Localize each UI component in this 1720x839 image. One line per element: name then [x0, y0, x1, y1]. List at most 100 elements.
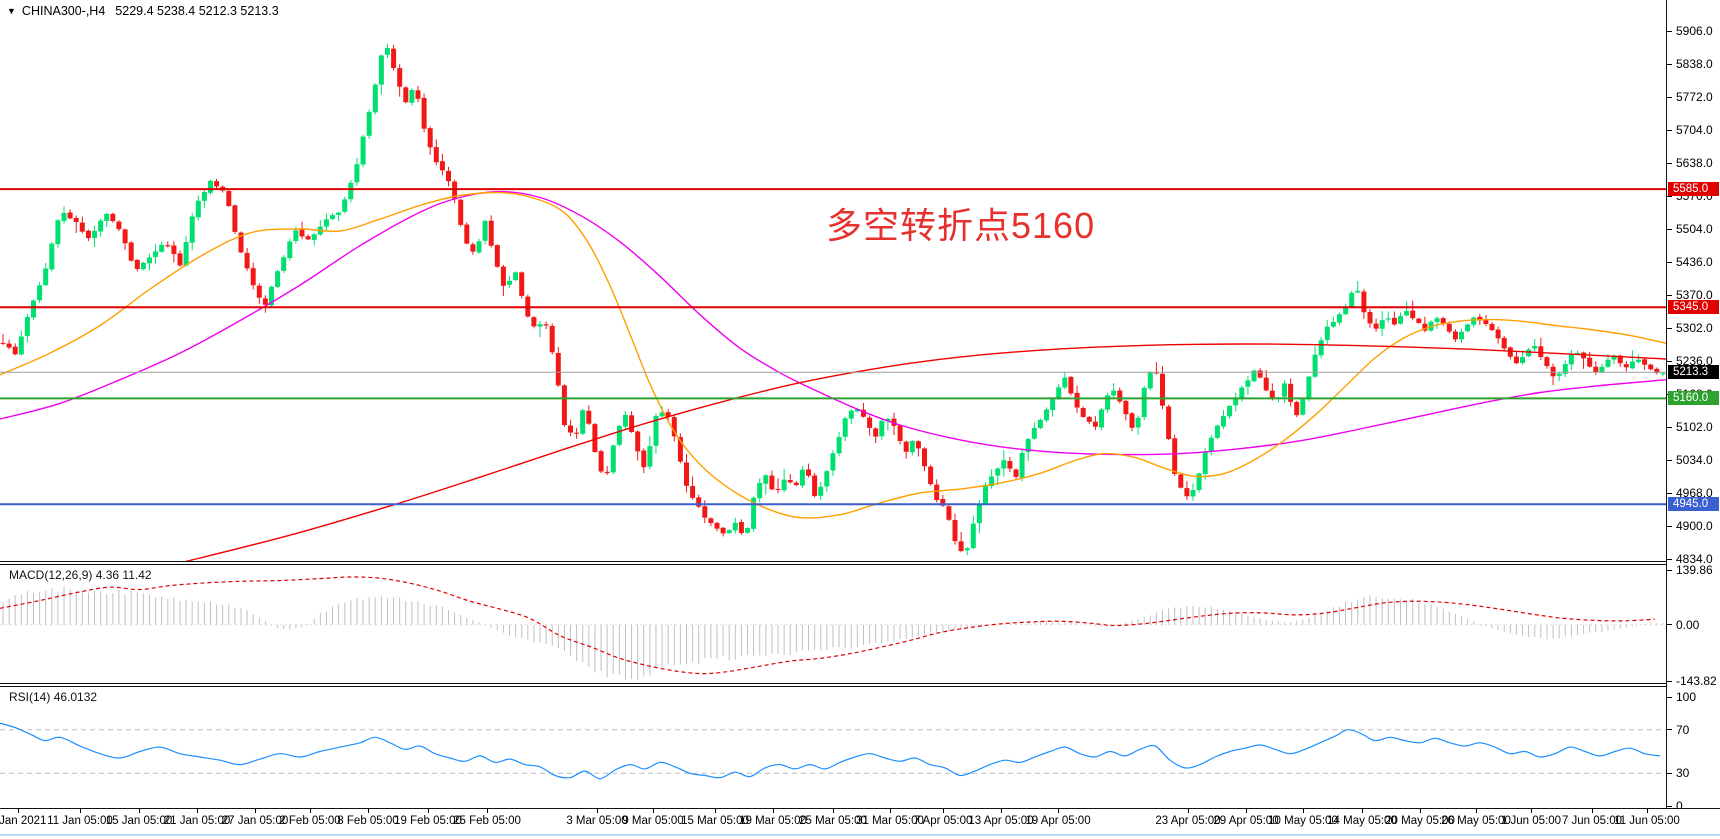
- ma-orange: [0, 191, 1666, 519]
- axis-tick: [1667, 294, 1672, 296]
- time-label: 1 Jun 05:00: [1500, 815, 1562, 827]
- axis-tick: [1667, 228, 1672, 230]
- time-tick: [1001, 809, 1002, 813]
- axis-tick: [1667, 426, 1672, 428]
- time-label: 19 Apr 05:00: [1025, 815, 1091, 827]
- axis-tick: [1667, 525, 1672, 527]
- time-tick: [197, 809, 198, 813]
- axis-tick: [1667, 327, 1672, 329]
- axis-label: 5436.0: [1676, 255, 1713, 270]
- time-label: 8 Feb 05:00: [337, 815, 399, 827]
- rsi-value: 46.0132: [53, 690, 98, 704]
- rsi-line: [0, 722, 1661, 780]
- rsi-name: RSI(14): [9, 690, 51, 704]
- time-tick: [943, 809, 944, 813]
- time-label: 10 May 05:00: [1268, 815, 1338, 827]
- level-price-badge: 5345.0: [1668, 300, 1719, 315]
- axis-label: 139.86: [1676, 563, 1713, 577]
- time-tick: [890, 809, 891, 813]
- axis-label: 5772.0: [1676, 90, 1713, 104]
- axis-tick: [1667, 459, 1672, 461]
- axis-tick: [1667, 569, 1672, 571]
- axis-tick: [1667, 162, 1672, 164]
- axis-label: 5504.0: [1676, 222, 1713, 236]
- rsi-chart[interactable]: [0, 688, 1666, 808]
- macd-chart[interactable]: [0, 566, 1666, 683]
- time-label: 20 May 05:00: [1385, 815, 1455, 827]
- time-label: 25 Mar 05:00: [799, 815, 867, 827]
- axis-label: 4834.0: [1676, 552, 1713, 566]
- macd-name: MACD(12,26,9): [9, 568, 93, 582]
- axis-label: 0: [1676, 799, 1683, 813]
- window-bottom-edge: [0, 834, 1720, 836]
- time-label: 2 Feb 05:00: [279, 815, 341, 827]
- time-tick: [18, 809, 19, 813]
- rsi-indicator-label: RSI(14) 46.0132: [9, 690, 97, 704]
- level-price-badge: 4945.0: [1668, 497, 1719, 512]
- ma-magenta: [0, 190, 1666, 456]
- time-tick: [653, 809, 654, 813]
- ma-red: [184, 343, 1666, 561]
- symbol-timeframe-label: CHINA300-,H4: [21, 4, 106, 18]
- current-price-badge: 5213.3: [1668, 365, 1719, 380]
- time-tick: [597, 809, 598, 813]
- panel-separator[interactable]: [0, 683, 1720, 687]
- axis-tick: [1667, 624, 1672, 626]
- time-label: 7 Jun 05:00: [1561, 815, 1623, 827]
- time-tick: [773, 809, 774, 813]
- time-tick: [1303, 809, 1304, 813]
- time-tick: [1647, 809, 1648, 813]
- level-price-badge: 5585.0: [1668, 182, 1719, 197]
- time-tick: [487, 809, 488, 813]
- axis-tick: [1667, 772, 1672, 774]
- time-label: 27 Jan 05:00: [221, 815, 289, 827]
- time-label: 9 Mar 05:00: [622, 815, 684, 827]
- axis-label: 70: [1676, 722, 1690, 737]
- axis-label: 5302.0: [1676, 321, 1713, 336]
- time-tick: [428, 809, 429, 813]
- time-label: 29 Apr 05:00: [1213, 815, 1279, 827]
- time-label: 11 Jan 05:00: [47, 815, 113, 827]
- time-label: 19 Feb 05:00: [394, 815, 462, 827]
- chart-title: ▼ CHINA300-,H4 5229.4 5238.4 5212.3 5213…: [7, 4, 279, 18]
- time-tick: [310, 809, 311, 813]
- axis-tick: [1667, 261, 1672, 263]
- time-tick: [715, 809, 716, 813]
- axis-label: 5638.0: [1676, 156, 1713, 170]
- axis-tick: [1667, 63, 1672, 65]
- ohlc-values: 5229.4 5238.4 5212.3 5213.3: [115, 4, 279, 18]
- time-tick: [833, 809, 834, 813]
- level-price-badge: 5160.0: [1668, 391, 1719, 406]
- symbol-dropdown-icon[interactable]: ▼: [7, 5, 16, 16]
- axis-tick: [1667, 492, 1672, 494]
- price-scale[interactable]: 5906.0 5838.0 5772.0 5704.0 5638.0 5570.0 5504…: [1666, 0, 1720, 813]
- time-tick: [1476, 809, 1477, 813]
- axis-label: 100: [1676, 690, 1697, 704]
- axis-label: 5034.0: [1676, 453, 1713, 468]
- time-label: 31 Mar 05:00: [856, 815, 924, 827]
- time-label: 21 Jan 05:00: [163, 815, 231, 827]
- time-label: 11 Jun 05:00: [1614, 815, 1680, 827]
- axis-tick: [1667, 680, 1672, 682]
- axis-tick: [1667, 195, 1672, 197]
- time-tick: [1531, 809, 1532, 813]
- axis-tick: [1667, 96, 1672, 98]
- axis-label: 4968.0: [1676, 486, 1713, 500]
- candlestick-chart[interactable]: [0, 0, 1666, 561]
- time-tick: [255, 809, 256, 813]
- axis-label: 5704.0: [1676, 123, 1713, 138]
- axis-tick: [1667, 30, 1672, 32]
- time-tick: [1246, 809, 1247, 813]
- time-tick: [139, 809, 140, 813]
- time-label: 15 Jan 05:00: [105, 815, 173, 827]
- axis-label: 4900.0: [1676, 519, 1713, 534]
- time-label: 19 Mar 05:00: [739, 815, 807, 827]
- panel-separator[interactable]: [0, 561, 1720, 565]
- axis-tick: [1667, 360, 1672, 362]
- axis-label: 5906.0: [1676, 24, 1713, 38]
- time-tick: [1362, 809, 1363, 813]
- axis-tick: [1667, 129, 1672, 131]
- time-label: 7 Apr 05:00: [913, 815, 973, 827]
